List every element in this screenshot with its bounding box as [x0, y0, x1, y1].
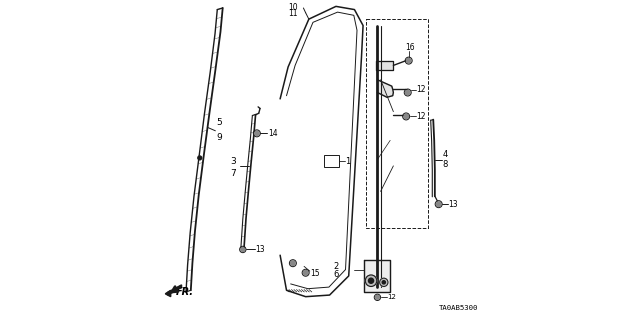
Polygon shape — [378, 80, 394, 97]
Text: TA0AB5300: TA0AB5300 — [439, 305, 479, 311]
Text: 12: 12 — [417, 85, 426, 94]
Circle shape — [376, 295, 380, 299]
Text: 6: 6 — [334, 270, 339, 279]
Bar — [324, 155, 339, 167]
Text: 11: 11 — [288, 9, 298, 18]
Text: 10: 10 — [288, 3, 298, 11]
Text: 5: 5 — [216, 118, 221, 127]
Circle shape — [382, 281, 385, 284]
Circle shape — [303, 271, 308, 275]
Text: 8: 8 — [442, 160, 448, 169]
Text: 12: 12 — [417, 112, 426, 121]
Circle shape — [369, 278, 374, 283]
Text: FR.: FR. — [176, 287, 194, 297]
Circle shape — [365, 275, 377, 286]
Circle shape — [241, 248, 244, 251]
Text: 13: 13 — [255, 245, 265, 254]
Text: 12: 12 — [388, 294, 397, 300]
Polygon shape — [364, 260, 390, 292]
Text: 14: 14 — [268, 129, 278, 138]
Circle shape — [436, 202, 441, 206]
Circle shape — [255, 131, 259, 136]
Text: 2: 2 — [334, 262, 339, 271]
Text: 4: 4 — [442, 150, 448, 159]
Polygon shape — [165, 290, 171, 297]
Text: 3: 3 — [230, 157, 236, 166]
Text: 7: 7 — [230, 169, 236, 178]
Circle shape — [198, 156, 202, 160]
Circle shape — [406, 90, 410, 95]
Text: 1: 1 — [346, 157, 351, 166]
Polygon shape — [376, 61, 394, 70]
Circle shape — [404, 114, 408, 119]
Text: 16: 16 — [406, 43, 415, 52]
Text: 15: 15 — [310, 269, 320, 278]
Circle shape — [406, 58, 411, 63]
Text: 9: 9 — [216, 133, 221, 142]
Circle shape — [380, 278, 388, 286]
Polygon shape — [168, 285, 182, 295]
Circle shape — [291, 261, 295, 265]
Text: 13: 13 — [448, 200, 458, 209]
